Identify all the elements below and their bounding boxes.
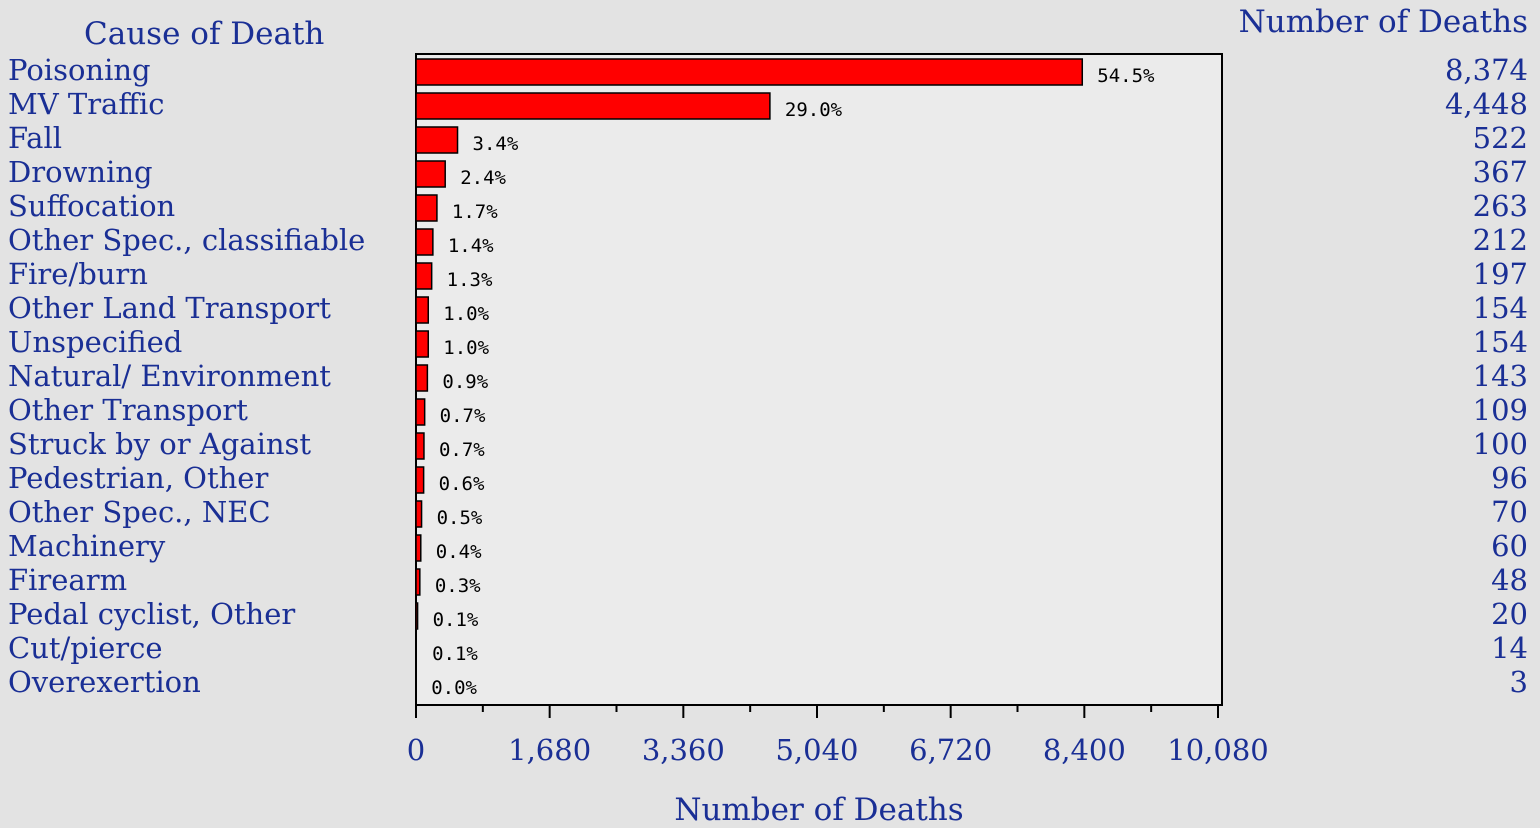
percent-label: 1.0%: [443, 337, 489, 359]
percent-label: 0.7%: [440, 405, 486, 427]
percent-label: 0.1%: [433, 609, 479, 631]
percent-label: 2.4%: [460, 167, 506, 189]
count-value: 143: [1472, 359, 1528, 393]
bar: [415, 466, 425, 494]
percent-label: 0.3%: [435, 575, 481, 597]
cause-of-death-header: Cause of Death: [84, 16, 325, 52]
percent-label: 1.3%: [447, 269, 493, 291]
count-value: 14: [1491, 631, 1528, 665]
x-tick-label: 5,040: [775, 733, 858, 767]
percent-label: 0.6%: [439, 473, 485, 495]
count-value: 60: [1491, 529, 1528, 563]
count-value: 4,448: [1444, 87, 1528, 121]
bar: [415, 398, 426, 426]
category-label: Other Spec., NEC: [8, 495, 271, 529]
bar: [415, 432, 425, 460]
percent-label: 0.7%: [439, 439, 485, 461]
category-label: Struck by or Against: [8, 427, 312, 461]
category-label: Pedestrian, Other: [8, 461, 269, 495]
count-value: 367: [1472, 155, 1528, 189]
x-tick-label: 3,360: [642, 733, 725, 767]
bar: [415, 160, 446, 188]
bar: [415, 262, 433, 290]
bar: [415, 126, 459, 154]
percent-label: 1.0%: [443, 303, 489, 325]
percent-label: 0.4%: [436, 541, 482, 563]
count-value: 197: [1472, 257, 1528, 291]
count-value: 96: [1491, 461, 1528, 495]
number-of-deaths-header: Number of Deaths: [1238, 4, 1528, 40]
bar: [415, 534, 422, 562]
category-label: Unspecified: [8, 325, 183, 359]
bar: [415, 364, 429, 392]
bar: [415, 602, 419, 630]
category-label: Firearm: [8, 563, 128, 597]
bar: [415, 500, 423, 528]
category-label: Pedal cyclist, Other: [8, 597, 296, 631]
category-label: Other Spec., classifiable: [8, 223, 366, 257]
x-tick-label: 10,080: [1167, 733, 1268, 767]
count-value: 48: [1491, 563, 1528, 597]
bar: [415, 296, 430, 324]
x-axis-label: Number of Deaths: [674, 792, 964, 828]
count-value: 70: [1491, 495, 1528, 529]
count-value: 3: [1509, 665, 1528, 699]
category-label: Other Land Transport: [8, 291, 331, 325]
bar: [415, 228, 434, 256]
percent-label: 0.5%: [437, 507, 483, 529]
count-value: 522: [1472, 121, 1528, 155]
count-value: 8,374: [1444, 53, 1528, 87]
category-label: Poisoning: [8, 53, 151, 87]
category-label: Other Transport: [8, 393, 248, 427]
count-value: 100: [1472, 427, 1528, 461]
percent-label: 3.4%: [473, 133, 519, 155]
count-value: 154: [1472, 291, 1528, 325]
x-tick-label: 6,720: [909, 733, 992, 767]
bar: [415, 194, 438, 222]
category-label: Cut/pierce: [8, 631, 163, 665]
count-value: 20: [1491, 597, 1528, 631]
bar: [415, 92, 771, 120]
percent-label: 0.0%: [431, 677, 477, 699]
percent-label: 0.1%: [432, 643, 478, 665]
x-tick-label: 1,680: [508, 733, 591, 767]
x-tick-label: 0: [407, 733, 425, 767]
category-label: Overexertion: [8, 665, 201, 699]
x-tick-label: 8,400: [1043, 733, 1126, 767]
bar: [415, 58, 1084, 86]
category-label: Fire/burn: [8, 257, 148, 291]
category-label: Machinery: [8, 529, 166, 563]
category-label: Natural/ Environment: [8, 359, 331, 393]
percent-label: 0.9%: [442, 371, 488, 393]
percent-label: 54.5%: [1097, 65, 1155, 87]
count-value: 212: [1472, 223, 1528, 257]
percent-label: 29.0%: [785, 99, 843, 121]
percent-label: 1.4%: [448, 235, 494, 257]
category-label: Drowning: [8, 155, 153, 189]
category-label: Suffocation: [8, 189, 176, 223]
count-value: 109: [1472, 393, 1528, 427]
count-value: 154: [1472, 325, 1528, 359]
category-label: Fall: [8, 121, 62, 155]
plot-area: [415, 53, 1223, 706]
category-label: MV Traffic: [8, 87, 165, 121]
percent-label: 1.7%: [452, 201, 498, 223]
bar: [415, 568, 421, 596]
count-value: 263: [1472, 189, 1528, 223]
bar: [415, 330, 430, 358]
